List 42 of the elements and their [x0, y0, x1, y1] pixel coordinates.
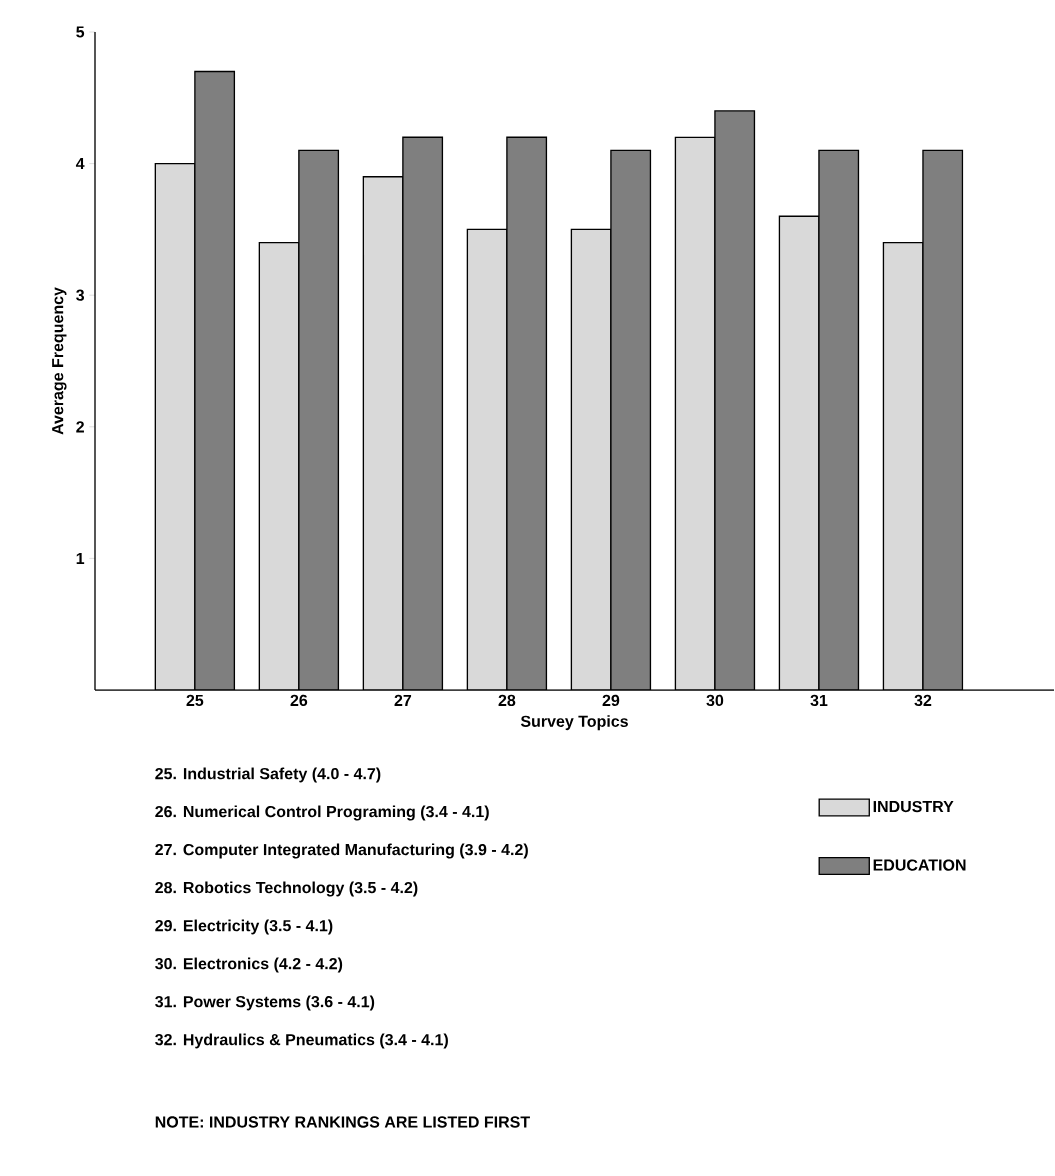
- y-tick-label: 5: [76, 26, 85, 38]
- bar: [819, 150, 859, 690]
- bar: [467, 229, 508, 690]
- x-tick-label: 31: [810, 694, 828, 707]
- y-tick-label: 4: [76, 158, 85, 170]
- x-tick-label: 29: [602, 694, 620, 707]
- text: NOTE: INDUSTRY RANKINGS ARE LISTED FIRST: [155, 1116, 531, 1128]
- text: 28. Robotics Technology (3.5 - 4.2): [155, 881, 418, 897]
- bar: [611, 150, 651, 690]
- bar: [195, 71, 235, 690]
- bar: [259, 242, 300, 690]
- bar: [299, 150, 339, 690]
- y-tick-label: 3: [76, 289, 85, 301]
- text: 27. Computer Integrated Manufacturing (3.9 - 4.2): [155, 843, 529, 859]
- bar: [779, 216, 820, 690]
- bar: [675, 137, 716, 690]
- x-tick-label: 32: [914, 694, 932, 707]
- y-tick-label: 2: [76, 421, 85, 433]
- text: 26. Numerical Control Programing (3.4 - 4.1): [155, 805, 489, 821]
- text: 29. Electricity (3.5 - 4.1): [155, 919, 333, 935]
- legend-label: INDUSTRY: [873, 800, 954, 813]
- x-tick-label: 27: [394, 694, 412, 706]
- bar: [571, 229, 612, 690]
- legend-label: EDUCATION: [873, 859, 966, 871]
- y-axis-title: Average Frequency: [52, 287, 67, 435]
- x-tick-label: 25: [186, 694, 204, 707]
- bar: [363, 176, 404, 690]
- x-tick-label: 26: [290, 694, 308, 707]
- bar: [507, 137, 547, 690]
- text: 32. Hydraulics & Pneumatics (3.4 - 4.1): [155, 1033, 449, 1049]
- x-axis-title: Survey Topics: [521, 715, 629, 731]
- bar: [922, 149, 964, 690]
- bar: [403, 137, 443, 690]
- bar: [155, 163, 196, 690]
- text: 25. Industrial Safety (4.0 - 4.7): [155, 767, 381, 783]
- y-tick-label: 1: [76, 552, 85, 564]
- bar: [715, 110, 755, 690]
- bar: [882, 241, 924, 690]
- text: 30. Electronics (4.2 - 4.2): [155, 957, 343, 973]
- x-tick-label: 30: [706, 694, 724, 707]
- text: 31. Power Systems (3.6 - 4.1): [155, 995, 375, 1011]
- x-tick-label: 28: [498, 694, 516, 707]
